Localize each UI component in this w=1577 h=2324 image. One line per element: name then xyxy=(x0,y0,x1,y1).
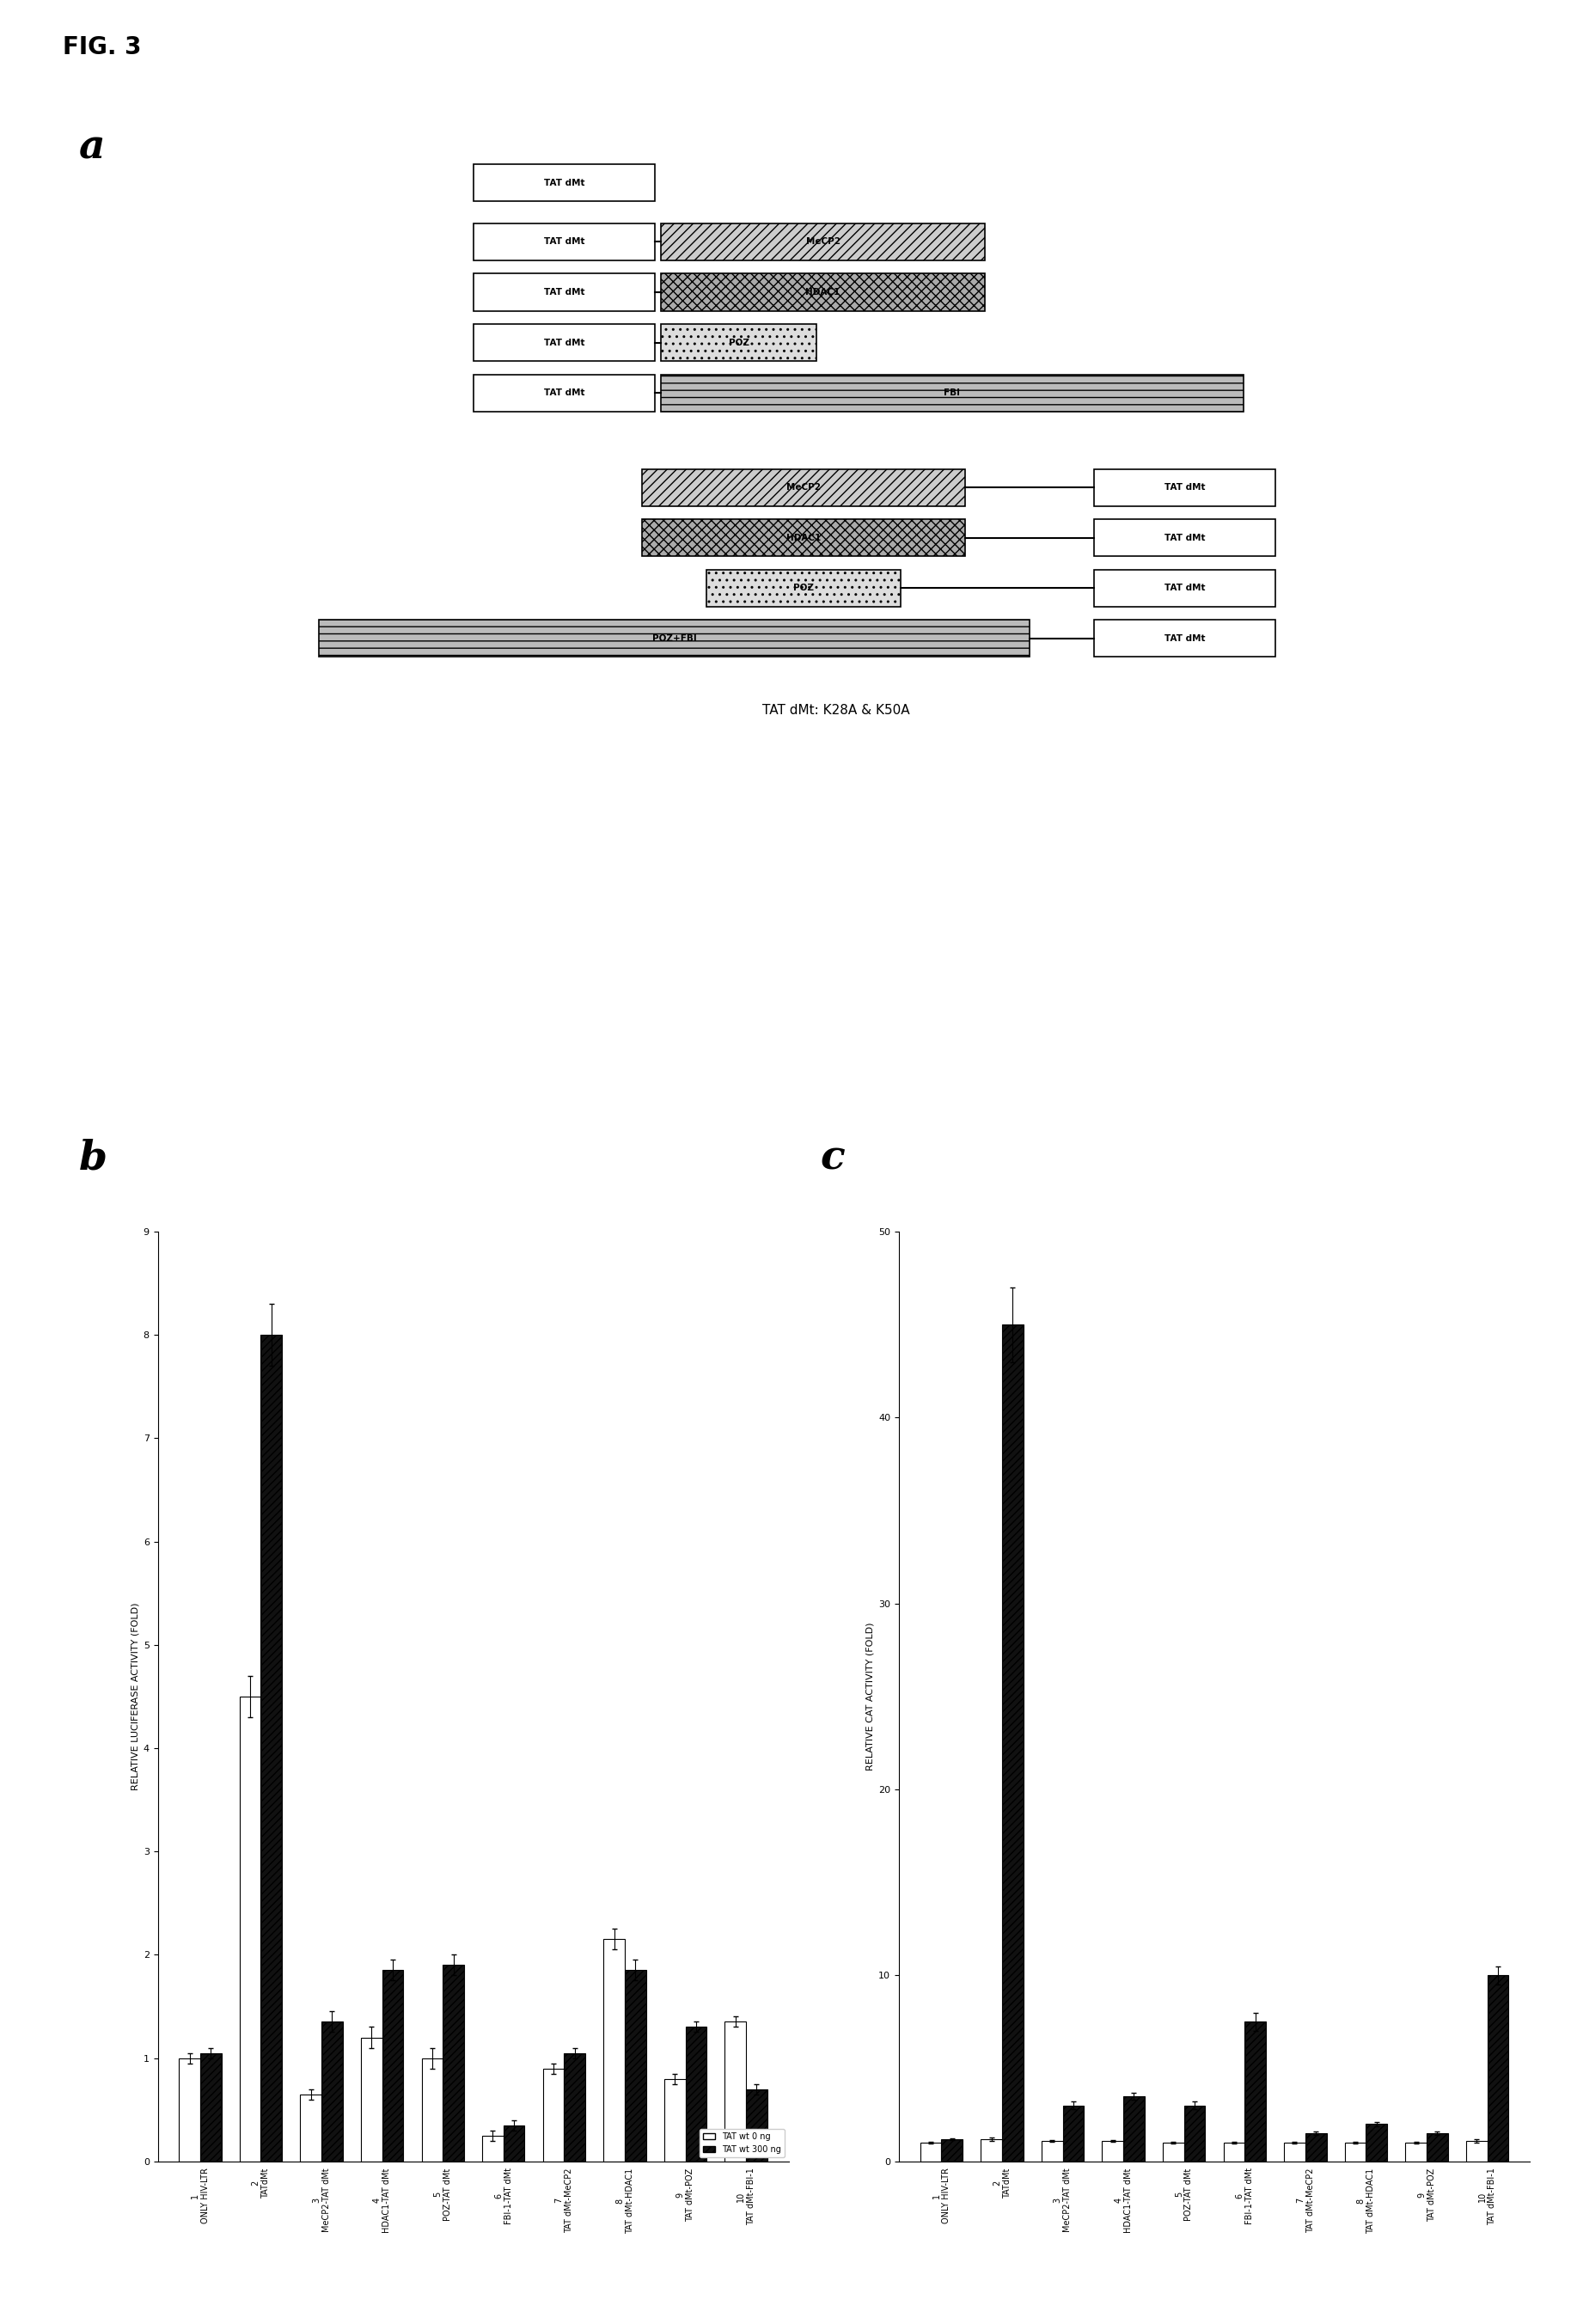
Bar xyxy=(642,518,965,555)
Text: TAT dMt: TAT dMt xyxy=(544,179,585,186)
Legend: TAT wt 0 ng, TAT wt 300 ng: TAT wt 0 ng, TAT wt 300 ng xyxy=(699,2129,784,2157)
Bar xyxy=(1345,2143,1366,2161)
Bar xyxy=(1094,569,1276,607)
Bar xyxy=(319,621,1030,658)
Y-axis label: RELATIVE LUCIFERASE ACTIVITY (FOLD): RELATIVE LUCIFERASE ACTIVITY (FOLD) xyxy=(131,1604,140,1789)
Text: MeCP2: MeCP2 xyxy=(787,483,820,493)
Bar xyxy=(1123,2096,1145,2161)
Bar xyxy=(1102,2140,1123,2161)
Text: POZ+FBI: POZ+FBI xyxy=(651,634,697,644)
Bar xyxy=(300,2094,322,2161)
Bar xyxy=(1244,2022,1266,2161)
Bar xyxy=(483,2136,503,2161)
Bar xyxy=(624,1971,647,2161)
Bar xyxy=(706,569,900,607)
Bar xyxy=(473,374,654,411)
Text: TAT dMt: TAT dMt xyxy=(544,388,585,397)
Bar xyxy=(542,2068,565,2161)
Bar xyxy=(565,2052,585,2161)
Bar xyxy=(1427,2133,1448,2161)
Bar xyxy=(1041,2140,1063,2161)
Bar xyxy=(260,1334,282,2161)
Bar xyxy=(473,165,654,202)
Text: POZ: POZ xyxy=(793,583,814,593)
Text: TAT dMt: TAT dMt xyxy=(1164,483,1205,493)
Text: HDAC1: HDAC1 xyxy=(806,288,841,297)
Bar xyxy=(661,323,817,360)
Bar xyxy=(1284,2143,1306,2161)
Bar xyxy=(1094,518,1276,555)
Text: TAT dMt: TAT dMt xyxy=(1164,535,1205,541)
Text: FIG. 3: FIG. 3 xyxy=(63,35,142,58)
Text: TAT dMt: TAT dMt xyxy=(544,237,585,246)
Bar xyxy=(1467,2140,1487,2161)
Text: TAT dMt: TAT dMt xyxy=(544,288,585,297)
Bar xyxy=(1306,2133,1326,2161)
Bar xyxy=(473,323,654,360)
Bar xyxy=(200,2052,221,2161)
Bar xyxy=(1405,2143,1427,2161)
Bar xyxy=(604,1938,624,2161)
Text: b: b xyxy=(79,1139,107,1178)
Bar xyxy=(1162,2143,1184,2161)
Bar xyxy=(421,2059,443,2161)
Bar xyxy=(473,274,654,311)
Bar xyxy=(1366,2124,1388,2161)
Text: TAT dMt: TAT dMt xyxy=(544,339,585,346)
Y-axis label: RELATIVE CAT ACTIVITY (FOLD): RELATIVE CAT ACTIVITY (FOLD) xyxy=(866,1622,875,1771)
Bar xyxy=(1184,2106,1205,2161)
Bar xyxy=(661,223,984,260)
Bar xyxy=(919,2143,941,2161)
Bar xyxy=(382,1971,404,2161)
Bar xyxy=(1001,1325,1023,2161)
Bar xyxy=(1487,1975,1509,2161)
Bar xyxy=(443,1966,464,2161)
Bar xyxy=(661,374,1243,411)
Bar xyxy=(941,2138,962,2161)
Bar xyxy=(240,1697,260,2161)
Bar xyxy=(361,2038,382,2161)
Bar xyxy=(178,2059,200,2161)
Bar xyxy=(981,2138,1001,2161)
Text: POZ: POZ xyxy=(729,339,749,346)
Bar xyxy=(1094,621,1276,658)
Bar xyxy=(686,2027,706,2161)
Text: TAT dMt: TAT dMt xyxy=(1164,634,1205,644)
Bar xyxy=(1094,469,1276,507)
Bar xyxy=(746,2089,768,2161)
Text: MeCP2: MeCP2 xyxy=(806,237,841,246)
Text: c: c xyxy=(820,1139,845,1178)
Bar xyxy=(661,274,984,311)
Bar xyxy=(664,2078,686,2161)
Text: TAT dMt: K28A & K50A: TAT dMt: K28A & K50A xyxy=(762,704,910,716)
Text: TAT dMt: TAT dMt xyxy=(1164,583,1205,593)
Bar xyxy=(503,2124,525,2161)
Text: HDAC1: HDAC1 xyxy=(787,535,820,541)
Bar xyxy=(1063,2106,1083,2161)
Bar xyxy=(642,469,965,507)
Bar xyxy=(473,223,654,260)
Text: a: a xyxy=(79,128,106,167)
Bar xyxy=(725,2022,746,2161)
Bar xyxy=(1224,2143,1244,2161)
Text: FBI: FBI xyxy=(945,388,960,397)
Bar xyxy=(322,2022,342,2161)
